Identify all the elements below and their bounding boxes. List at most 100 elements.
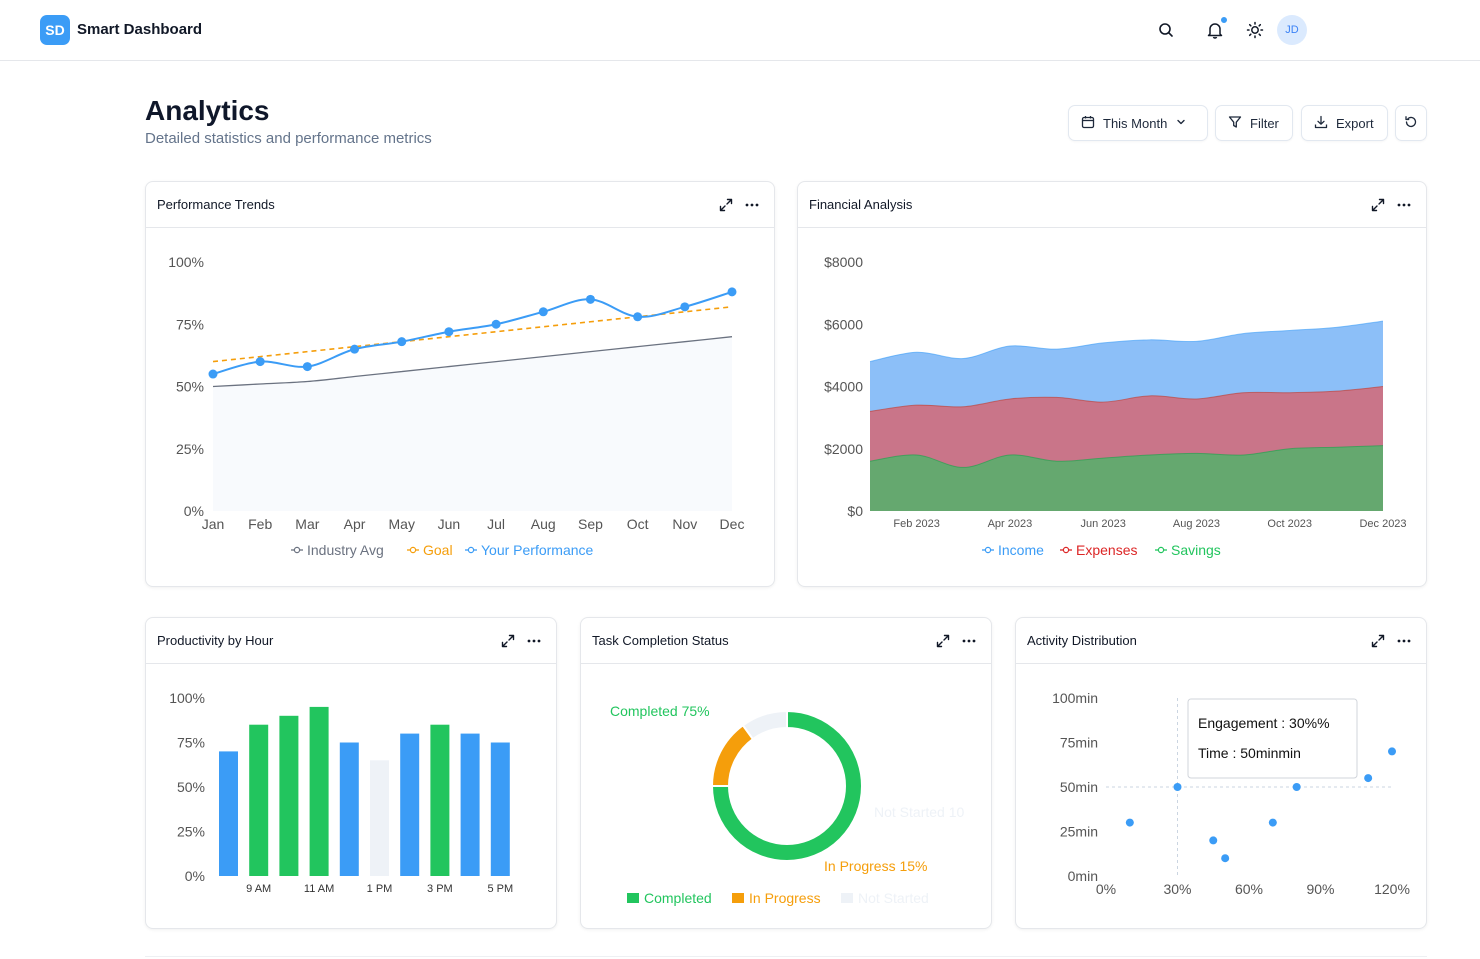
y-tick-label: 0min bbox=[1068, 868, 1098, 884]
card-header: Financial Analysis bbox=[798, 182, 1426, 228]
export-button[interactable]: Export bbox=[1301, 105, 1388, 141]
refresh-icon bbox=[1404, 115, 1418, 132]
donut-slice bbox=[710, 709, 863, 862]
x-tick-label: Feb 2023 bbox=[893, 518, 939, 530]
x-tick-label: 3 PM bbox=[427, 883, 453, 895]
performance-line-chart: 0% 25% 50% 75% 100% Jan Feb Mar Apr May Jun Jul Aug S… bbox=[168, 254, 745, 558]
x-tick-label: Dec bbox=[720, 516, 745, 532]
legend-swatch bbox=[627, 893, 639, 903]
filter-label: Filter bbox=[1250, 115, 1279, 131]
bar bbox=[309, 706, 329, 876]
legend-label: Savings bbox=[1171, 542, 1221, 558]
sun-icon[interactable] bbox=[1242, 17, 1268, 43]
bar bbox=[490, 742, 510, 876]
divider bbox=[145, 956, 1427, 957]
y-tick-label: 50% bbox=[176, 379, 204, 395]
legend-label: Completed bbox=[644, 890, 712, 906]
expand-icon[interactable] bbox=[934, 632, 952, 650]
area-line-savings bbox=[869, 445, 1384, 468]
legend-label: Expenses bbox=[1076, 542, 1137, 558]
x-tick-label: Nov bbox=[672, 516, 697, 532]
y-tick-label: $6000 bbox=[824, 316, 863, 332]
legend-marker bbox=[467, 546, 475, 554]
donut-slice bbox=[710, 723, 755, 787]
financial-area-chart: $0 $2000 $4000 $6000 $8000 Feb 2023 Apr 2023 Ju… bbox=[824, 254, 1406, 558]
card-header: Task Completion Status bbox=[581, 618, 991, 664]
x-tick-label: Mar bbox=[295, 516, 319, 532]
scatter-point bbox=[1209, 836, 1218, 845]
y-tick-label: 100% bbox=[168, 254, 204, 270]
your-performance-point bbox=[727, 287, 737, 297]
area-line-expenses bbox=[869, 386, 1384, 412]
more-options-icon[interactable] bbox=[743, 196, 761, 214]
more-options-icon[interactable] bbox=[960, 632, 978, 650]
app-title: Smart Dashboard bbox=[77, 21, 203, 38]
y-tick-label: 25min bbox=[1060, 824, 1098, 840]
date-range-dropdown[interactable]: This Month bbox=[1068, 105, 1208, 141]
bar bbox=[400, 733, 420, 876]
legend-label: Goal bbox=[423, 542, 453, 558]
scatter-point bbox=[1268, 818, 1277, 827]
x-tick-label: May bbox=[389, 516, 415, 532]
y-tick-label: 25% bbox=[177, 824, 205, 840]
refresh-button[interactable] bbox=[1395, 105, 1427, 141]
scatter-point bbox=[1221, 854, 1230, 863]
top-bar: SD Smart Dashboard JD bbox=[0, 0, 1480, 61]
slice-label: Not Started 10 bbox=[874, 804, 964, 820]
more-options-icon[interactable] bbox=[525, 632, 543, 650]
x-tick-label: Oct 2023 bbox=[1267, 518, 1312, 530]
card-title: Productivity by Hour bbox=[157, 633, 274, 648]
search-icon[interactable] bbox=[1153, 17, 1179, 43]
export-label: Export bbox=[1336, 115, 1374, 131]
x-tick-label: 0% bbox=[1096, 881, 1116, 897]
task-completion-card: Task Completion Status Completed 75% In P… bbox=[580, 617, 992, 929]
tooltip-time: Time : 50minmin bbox=[1198, 745, 1301, 761]
bar bbox=[460, 733, 480, 876]
card-title: Financial Analysis bbox=[809, 197, 913, 212]
x-tick-label: Aug bbox=[531, 516, 556, 532]
scatter-point bbox=[1364, 774, 1373, 783]
bell-icon[interactable] bbox=[1202, 17, 1228, 43]
app-logo[interactable]: SD bbox=[40, 15, 70, 45]
y-tick-label: 25% bbox=[176, 441, 204, 457]
activity-distribution-card: Activity Distribution 0min 25min 50min 75mi… bbox=[1015, 617, 1427, 929]
chevron-down-icon bbox=[1175, 116, 1187, 131]
legend-label: Industry Avg bbox=[307, 542, 384, 558]
legend-marker bbox=[409, 546, 417, 554]
performance-trends-card: Performance Trends 0% 25% 50% 75% 100% Jan Feb… bbox=[145, 181, 775, 587]
your-performance-point bbox=[208, 369, 218, 379]
industry-avg-area bbox=[213, 336, 732, 511]
bar bbox=[370, 760, 389, 876]
bar bbox=[430, 724, 450, 876]
your-performance-point bbox=[633, 312, 643, 322]
bar bbox=[249, 724, 269, 876]
x-tick-label: Dec 2023 bbox=[1359, 518, 1406, 530]
card-title: Activity Distribution bbox=[1027, 633, 1137, 648]
expand-icon[interactable] bbox=[1369, 196, 1387, 214]
legend-label: Income bbox=[998, 542, 1044, 558]
card-header: Performance Trends bbox=[146, 182, 774, 228]
scatter-point bbox=[1125, 818, 1134, 827]
filter-button[interactable]: Filter bbox=[1215, 105, 1293, 141]
productivity-card: Productivity by Hour 0% 25% 50% 75% 100% 9 AM… bbox=[145, 617, 557, 929]
y-tick-label: 75% bbox=[177, 735, 205, 751]
user-avatar[interactable]: JD bbox=[1277, 15, 1307, 45]
x-tick-label: 9 AM bbox=[246, 883, 271, 895]
bar bbox=[279, 715, 299, 876]
scatter-point bbox=[1173, 783, 1182, 791]
y-tick-label: 0% bbox=[184, 503, 204, 519]
your-performance-point bbox=[680, 302, 690, 312]
more-options-icon[interactable] bbox=[1395, 196, 1413, 214]
expand-icon[interactable] bbox=[499, 632, 517, 650]
productivity-bar-chart: 0% 25% 50% 75% 100% 9 AM 11 AM 1 PM 3 PM 5 PM bbox=[169, 690, 513, 895]
more-options-icon[interactable] bbox=[1395, 632, 1413, 650]
x-tick-label: 11 AM bbox=[304, 883, 334, 895]
your-performance-point bbox=[585, 294, 595, 304]
legend-marker bbox=[293, 546, 301, 554]
expand-icon[interactable] bbox=[1369, 632, 1387, 650]
card-title: Performance Trends bbox=[157, 197, 275, 212]
x-tick-label: Oct bbox=[627, 516, 649, 532]
expand-icon[interactable] bbox=[717, 196, 735, 214]
page-subtitle: Detailed statistics and performance metr… bbox=[145, 130, 432, 147]
calendar-icon bbox=[1081, 115, 1095, 132]
